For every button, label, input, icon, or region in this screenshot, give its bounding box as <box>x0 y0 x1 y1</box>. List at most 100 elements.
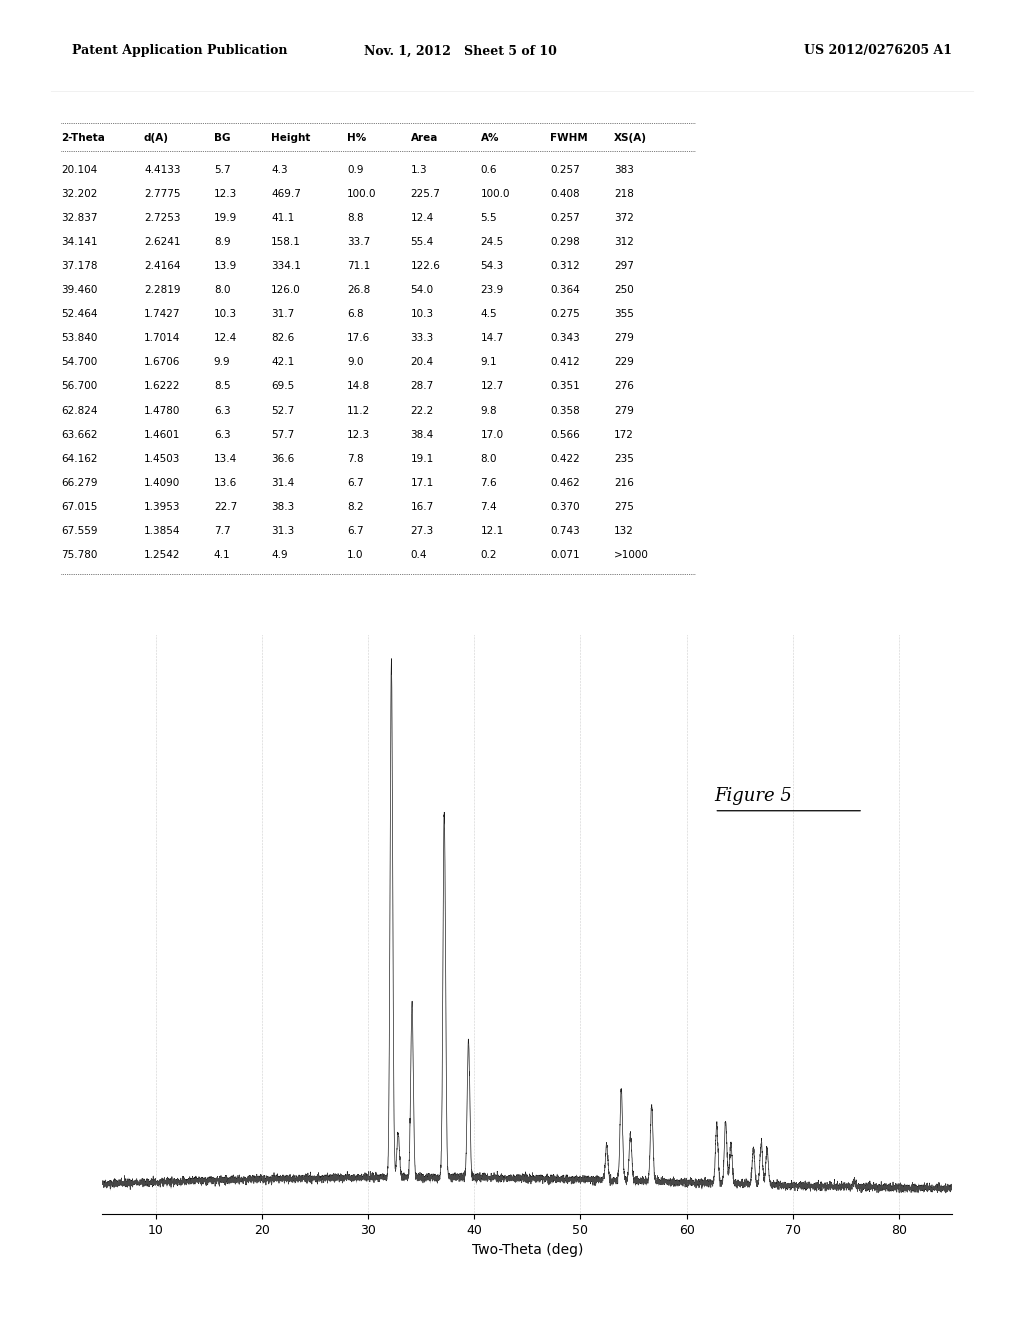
Text: 66.279: 66.279 <box>61 478 98 487</box>
Text: 9.0: 9.0 <box>347 358 364 367</box>
Text: 0.298: 0.298 <box>550 238 580 247</box>
Text: 9.1: 9.1 <box>480 358 497 367</box>
Text: 1.4780: 1.4780 <box>144 405 180 416</box>
Text: 24.5: 24.5 <box>480 238 504 247</box>
Text: 55.4: 55.4 <box>411 238 434 247</box>
Text: 235: 235 <box>613 454 634 463</box>
Text: 57.7: 57.7 <box>271 429 294 440</box>
Text: US 2012/0276205 A1: US 2012/0276205 A1 <box>804 45 952 57</box>
Text: 6.7: 6.7 <box>347 478 364 487</box>
Text: 7.6: 7.6 <box>480 478 497 487</box>
Text: 2.7775: 2.7775 <box>144 189 180 199</box>
Text: 14.7: 14.7 <box>480 334 504 343</box>
Text: 17.0: 17.0 <box>480 429 504 440</box>
Text: 4.1: 4.1 <box>214 550 230 560</box>
Text: 279: 279 <box>613 334 634 343</box>
Text: H%: H% <box>347 132 367 143</box>
Text: 38.4: 38.4 <box>411 429 434 440</box>
Text: 54.700: 54.700 <box>61 358 97 367</box>
Text: 0.566: 0.566 <box>550 429 580 440</box>
Text: 32.837: 32.837 <box>61 213 98 223</box>
Text: 5.7: 5.7 <box>214 165 230 176</box>
Text: 8.2: 8.2 <box>347 502 364 512</box>
Text: 1.7427: 1.7427 <box>144 309 180 319</box>
Text: 275: 275 <box>613 502 634 512</box>
Text: 0.275: 0.275 <box>550 309 580 319</box>
Text: 0.257: 0.257 <box>550 165 580 176</box>
Text: 17.1: 17.1 <box>411 478 434 487</box>
Text: 17.6: 17.6 <box>347 334 371 343</box>
X-axis label: Two-Theta (deg): Two-Theta (deg) <box>472 1242 583 1257</box>
Text: 12.3: 12.3 <box>214 189 238 199</box>
Text: 19.9: 19.9 <box>214 213 238 223</box>
Text: 62.824: 62.824 <box>61 405 98 416</box>
Text: 1.3953: 1.3953 <box>144 502 180 512</box>
Text: 0.4: 0.4 <box>411 550 427 560</box>
Text: 279: 279 <box>613 405 634 416</box>
Text: 10.3: 10.3 <box>411 309 434 319</box>
Text: 10.3: 10.3 <box>214 309 237 319</box>
Text: 0.343: 0.343 <box>550 334 580 343</box>
Text: 2.2819: 2.2819 <box>144 285 180 296</box>
Text: 6.7: 6.7 <box>347 525 364 536</box>
Text: 7.4: 7.4 <box>480 502 497 512</box>
Text: 0.351: 0.351 <box>550 381 580 392</box>
Text: 23.9: 23.9 <box>480 285 504 296</box>
Text: 1.4601: 1.4601 <box>144 429 180 440</box>
Text: 372: 372 <box>613 213 634 223</box>
Text: 12.4: 12.4 <box>411 213 434 223</box>
Text: 1.3: 1.3 <box>411 165 427 176</box>
Text: 6.3: 6.3 <box>214 405 230 416</box>
Text: 132: 132 <box>613 525 634 536</box>
Text: 355: 355 <box>613 309 634 319</box>
Text: Area: Area <box>411 132 438 143</box>
Text: 12.7: 12.7 <box>480 381 504 392</box>
Text: Height: Height <box>271 132 310 143</box>
Text: 2.7253: 2.7253 <box>144 213 180 223</box>
Text: FWHM: FWHM <box>550 132 588 143</box>
Text: 8.8: 8.8 <box>347 213 364 223</box>
Text: 16.7: 16.7 <box>411 502 434 512</box>
Text: 20.4: 20.4 <box>411 358 434 367</box>
Text: 4.5: 4.5 <box>480 309 497 319</box>
Text: 1.0: 1.0 <box>347 550 364 560</box>
Text: 469.7: 469.7 <box>271 189 301 199</box>
Text: 63.662: 63.662 <box>61 429 98 440</box>
Text: 75.780: 75.780 <box>61 550 98 560</box>
Text: 1.4503: 1.4503 <box>144 454 180 463</box>
Text: 53.840: 53.840 <box>61 334 98 343</box>
Text: XS(A): XS(A) <box>613 132 647 143</box>
Text: 52.464: 52.464 <box>61 309 98 319</box>
Text: 7.8: 7.8 <box>347 454 364 463</box>
Text: 4.3: 4.3 <box>271 165 288 176</box>
Text: 126.0: 126.0 <box>271 285 301 296</box>
Text: 0.071: 0.071 <box>550 550 580 560</box>
Text: 82.6: 82.6 <box>271 334 294 343</box>
Text: 0.408: 0.408 <box>550 189 580 199</box>
Text: 32.202: 32.202 <box>61 189 98 199</box>
Text: 37.178: 37.178 <box>61 261 98 271</box>
Text: 33.7: 33.7 <box>347 238 371 247</box>
Text: 54.0: 54.0 <box>411 285 434 296</box>
Text: 31.3: 31.3 <box>271 525 294 536</box>
Text: 31.7: 31.7 <box>271 309 294 319</box>
Text: 158.1: 158.1 <box>271 238 301 247</box>
Text: 0.370: 0.370 <box>550 502 580 512</box>
Text: BG: BG <box>214 132 230 143</box>
Text: 71.1: 71.1 <box>347 261 371 271</box>
Text: >1000: >1000 <box>613 550 648 560</box>
Text: 1.2542: 1.2542 <box>144 550 180 560</box>
Text: 250: 250 <box>613 285 634 296</box>
Text: 12.4: 12.4 <box>214 334 238 343</box>
Text: 26.8: 26.8 <box>347 285 371 296</box>
Text: 8.0: 8.0 <box>214 285 230 296</box>
Text: 28.7: 28.7 <box>411 381 434 392</box>
Text: 1.7014: 1.7014 <box>144 334 180 343</box>
Text: 1.6222: 1.6222 <box>144 381 180 392</box>
Text: 27.3: 27.3 <box>411 525 434 536</box>
Text: 11.2: 11.2 <box>347 405 371 416</box>
Text: 19.1: 19.1 <box>411 454 434 463</box>
Text: 22.2: 22.2 <box>411 405 434 416</box>
Text: 100.0: 100.0 <box>347 189 377 199</box>
Text: A%: A% <box>480 132 499 143</box>
